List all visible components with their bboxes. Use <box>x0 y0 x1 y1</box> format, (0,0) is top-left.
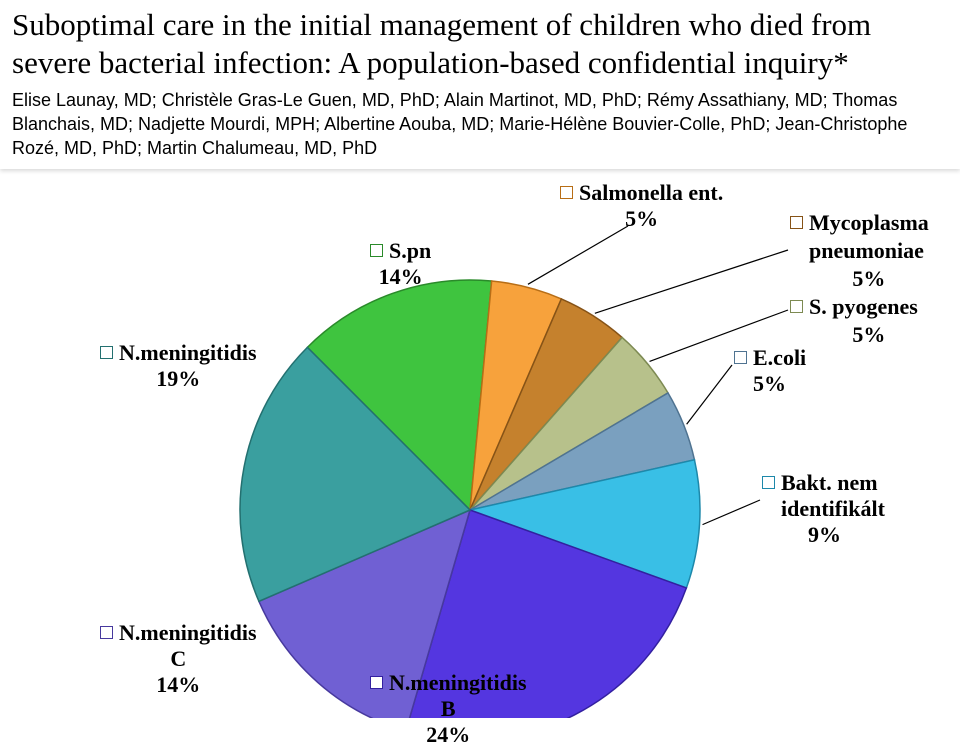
label-bakt: Bakt. nem identifikált 9% <box>762 470 885 548</box>
label-salmonella-value: 5% <box>625 206 658 231</box>
marker-salmonella <box>560 186 573 199</box>
label-salmonella: Salmonella ent. 5% <box>560 180 723 232</box>
label-mycoplasma-value: 5% <box>790 266 929 292</box>
label-nmenB-text2: B <box>441 696 456 721</box>
label-nmenC: N.meningitidis C 14% <box>100 620 257 698</box>
label-mycoplasma: Mycoplasma <box>790 210 929 236</box>
marker-nmenC <box>100 626 113 639</box>
label-pyogenes-text: S. pyogenes <box>809 294 918 319</box>
label-bakt-text: Bakt. nem <box>781 470 878 495</box>
label-nmen-value: 19% <box>156 366 200 391</box>
marker-nmenB <box>370 676 383 689</box>
marker-ecoli <box>734 351 747 364</box>
label-nmenB: N.meningitidis B 24% <box>370 670 527 748</box>
label-nmenC-text: N.meningitidis <box>119 620 257 645</box>
label-ecoli: E.coli 5% <box>734 345 806 397</box>
marker-mycoplasma <box>790 216 803 229</box>
label-ecoli-text: E.coli <box>753 345 806 370</box>
label-right-block: Mycoplasma pneumoniae 5% S. pyogenes 5% <box>790 210 929 350</box>
marker-nmen <box>100 346 113 359</box>
label-nmenB-text: N.meningitidis <box>389 670 527 695</box>
label-nmenB-value: 24% <box>426 722 470 747</box>
label-spn-value: 14% <box>379 264 423 289</box>
pie-chart: S.pn 14% Salmonella ent. 5% Mycoplasma p… <box>0 180 960 718</box>
label-spn: S.pn 14% <box>370 238 431 290</box>
marker-spn <box>370 244 383 257</box>
label-spn-text: S.pn <box>389 238 431 263</box>
label-nmenC-value: 14% <box>156 672 200 697</box>
label-nmenC-text2: C <box>170 646 186 671</box>
label-bakt-value: 9% <box>762 522 841 547</box>
label-nmen: N.meningitidis 19% <box>100 340 257 392</box>
label-mycoplasma-line2: pneumoniae <box>790 238 929 264</box>
paper-header: Suboptimal care in the initial managemen… <box>0 0 960 169</box>
label-salmonella-text: Salmonella ent. <box>579 180 723 205</box>
paper-authors: Elise Launay, MD; Christèle Gras-Le Guen… <box>12 88 948 161</box>
marker-bakt <box>762 476 775 489</box>
label-mycoplasma-text: Mycoplasma <box>809 210 929 235</box>
label-bakt-text2: identifikált <box>762 496 885 521</box>
label-ecoli-value: 5% <box>734 371 786 396</box>
marker-pyogenes <box>790 300 803 313</box>
label-pyogenes-value: 5% <box>790 322 929 348</box>
paper-title: Suboptimal care in the initial managemen… <box>12 6 948 82</box>
label-nmen-text: N.meningitidis <box>119 340 257 365</box>
label-pyogenes: S. pyogenes <box>790 294 929 320</box>
